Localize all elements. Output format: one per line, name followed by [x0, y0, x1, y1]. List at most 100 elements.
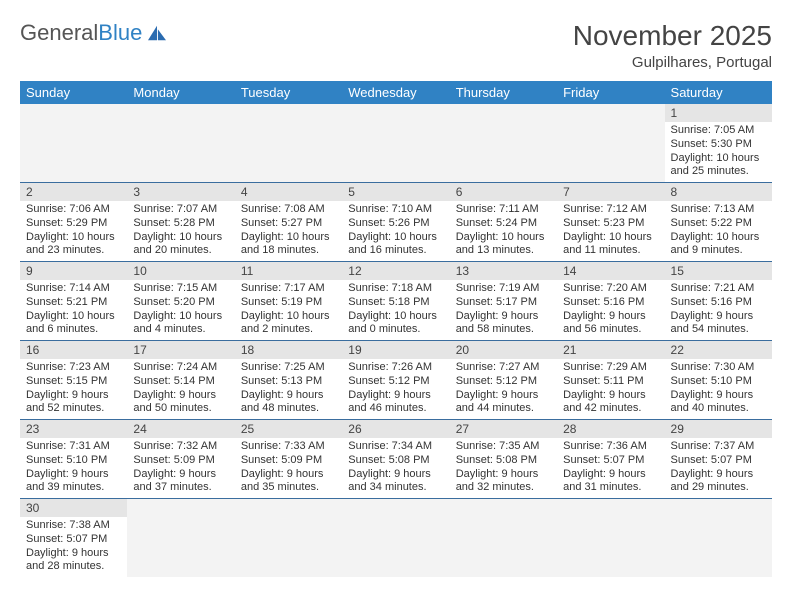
- sunrise-text: Sunrise: 7:13 AM: [671, 203, 766, 217]
- day-number: 17: [127, 341, 234, 359]
- sunrise-text: Sunrise: 7:35 AM: [456, 440, 551, 454]
- daylight-text-2: and 13 minutes.: [456, 244, 551, 258]
- calendar-day-cell: 24Sunrise: 7:32 AMSunset: 5:09 PMDayligh…: [127, 420, 234, 499]
- day-content: Sunrise: 7:23 AMSunset: 5:15 PMDaylight:…: [20, 359, 127, 418]
- calendar-empty-cell: [557, 499, 664, 578]
- sunrise-text: Sunrise: 7:10 AM: [348, 203, 443, 217]
- calendar-empty-cell: [235, 104, 342, 183]
- calendar-day-cell: 17Sunrise: 7:24 AMSunset: 5:14 PMDayligh…: [127, 341, 234, 420]
- sunset-text: Sunset: 5:30 PM: [671, 138, 766, 152]
- sunset-text: Sunset: 5:26 PM: [348, 217, 443, 231]
- calendar-empty-cell: [342, 499, 449, 578]
- calendar-empty-cell: [342, 104, 449, 183]
- daylight-text-2: and 48 minutes.: [241, 402, 336, 416]
- calendar-empty-cell: [20, 104, 127, 183]
- sunset-text: Sunset: 5:09 PM: [133, 454, 228, 468]
- daylight-text: Daylight: 10 hours: [563, 231, 658, 245]
- day-content: Sunrise: 7:05 AMSunset: 5:30 PMDaylight:…: [665, 122, 772, 181]
- day-number: 21: [557, 341, 664, 359]
- sunrise-text: Sunrise: 7:12 AM: [563, 203, 658, 217]
- day-number: 16: [20, 341, 127, 359]
- sunrise-text: Sunrise: 7:06 AM: [26, 203, 121, 217]
- calendar-week-row: 23Sunrise: 7:31 AMSunset: 5:10 PMDayligh…: [20, 420, 772, 499]
- sunrise-text: Sunrise: 7:29 AM: [563, 361, 658, 375]
- sunrise-text: Sunrise: 7:24 AM: [133, 361, 228, 375]
- daylight-text: Daylight: 9 hours: [241, 468, 336, 482]
- calendar-day-cell: 16Sunrise: 7:23 AMSunset: 5:15 PMDayligh…: [20, 341, 127, 420]
- sunrise-text: Sunrise: 7:14 AM: [26, 282, 121, 296]
- day-number: 4: [235, 183, 342, 201]
- day-number: 24: [127, 420, 234, 438]
- daylight-text: Daylight: 10 hours: [348, 231, 443, 245]
- daylight-text-2: and 40 minutes.: [671, 402, 766, 416]
- daylight-text: Daylight: 9 hours: [26, 389, 121, 403]
- sunset-text: Sunset: 5:07 PM: [26, 533, 121, 547]
- day-number: 26: [342, 420, 449, 438]
- sunrise-text: Sunrise: 7:11 AM: [456, 203, 551, 217]
- sunset-text: Sunset: 5:07 PM: [671, 454, 766, 468]
- daylight-text-2: and 4 minutes.: [133, 323, 228, 337]
- sunset-text: Sunset: 5:15 PM: [26, 375, 121, 389]
- daylight-text: Daylight: 9 hours: [241, 389, 336, 403]
- daylight-text-2: and 31 minutes.: [563, 481, 658, 495]
- daylight-text-2: and 58 minutes.: [456, 323, 551, 337]
- calendar-empty-cell: [127, 104, 234, 183]
- calendar-day-cell: 1Sunrise: 7:05 AMSunset: 5:30 PMDaylight…: [665, 104, 772, 183]
- sunrise-text: Sunrise: 7:27 AM: [456, 361, 551, 375]
- calendar-week-row: 9Sunrise: 7:14 AMSunset: 5:21 PMDaylight…: [20, 262, 772, 341]
- day-number: 12: [342, 262, 449, 280]
- day-content: Sunrise: 7:26 AMSunset: 5:12 PMDaylight:…: [342, 359, 449, 418]
- sunset-text: Sunset: 5:11 PM: [563, 375, 658, 389]
- sunset-text: Sunset: 5:17 PM: [456, 296, 551, 310]
- daylight-text: Daylight: 9 hours: [563, 468, 658, 482]
- page-header: GeneralBlue November 2025 Gulpilhares, P…: [20, 20, 772, 71]
- calendar-day-cell: 27Sunrise: 7:35 AMSunset: 5:08 PMDayligh…: [450, 420, 557, 499]
- daylight-text: Daylight: 9 hours: [671, 389, 766, 403]
- day-content: Sunrise: 7:20 AMSunset: 5:16 PMDaylight:…: [557, 280, 664, 339]
- day-number: 11: [235, 262, 342, 280]
- sunrise-text: Sunrise: 7:26 AM: [348, 361, 443, 375]
- sunrise-text: Sunrise: 7:05 AM: [671, 124, 766, 138]
- sunrise-text: Sunrise: 7:19 AM: [456, 282, 551, 296]
- daylight-text-2: and 32 minutes.: [456, 481, 551, 495]
- sunrise-text: Sunrise: 7:30 AM: [671, 361, 766, 375]
- day-content: Sunrise: 7:10 AMSunset: 5:26 PMDaylight:…: [342, 201, 449, 260]
- sunset-text: Sunset: 5:08 PM: [456, 454, 551, 468]
- logo: GeneralBlue: [20, 20, 168, 46]
- day-number: 1: [665, 104, 772, 122]
- sunrise-text: Sunrise: 7:21 AM: [671, 282, 766, 296]
- daylight-text: Daylight: 10 hours: [241, 231, 336, 245]
- daylight-text-2: and 20 minutes.: [133, 244, 228, 258]
- daylight-text: Daylight: 9 hours: [348, 389, 443, 403]
- daylight-text: Daylight: 9 hours: [456, 468, 551, 482]
- sunrise-text: Sunrise: 7:18 AM: [348, 282, 443, 296]
- daylight-text-2: and 16 minutes.: [348, 244, 443, 258]
- daylight-text: Daylight: 9 hours: [133, 389, 228, 403]
- day-number: 9: [20, 262, 127, 280]
- daylight-text: Daylight: 10 hours: [241, 310, 336, 324]
- daylight-text-2: and 34 minutes.: [348, 481, 443, 495]
- sunset-text: Sunset: 5:20 PM: [133, 296, 228, 310]
- sunset-text: Sunset: 5:23 PM: [563, 217, 658, 231]
- calendar-empty-cell: [450, 499, 557, 578]
- daylight-text-2: and 6 minutes.: [26, 323, 121, 337]
- day-content: Sunrise: 7:32 AMSunset: 5:09 PMDaylight:…: [127, 438, 234, 497]
- day-number: 28: [557, 420, 664, 438]
- day-content: Sunrise: 7:11 AMSunset: 5:24 PMDaylight:…: [450, 201, 557, 260]
- calendar-day-cell: 18Sunrise: 7:25 AMSunset: 5:13 PMDayligh…: [235, 341, 342, 420]
- daylight-text-2: and 11 minutes.: [563, 244, 658, 258]
- daylight-text: Daylight: 10 hours: [456, 231, 551, 245]
- calendar-day-cell: 3Sunrise: 7:07 AMSunset: 5:28 PMDaylight…: [127, 183, 234, 262]
- daylight-text-2: and 23 minutes.: [26, 244, 121, 258]
- daylight-text: Daylight: 10 hours: [348, 310, 443, 324]
- daylight-text-2: and 0 minutes.: [348, 323, 443, 337]
- sunrise-text: Sunrise: 7:07 AM: [133, 203, 228, 217]
- day-content: Sunrise: 7:37 AMSunset: 5:07 PMDaylight:…: [665, 438, 772, 497]
- day-number: 22: [665, 341, 772, 359]
- calendar-day-cell: 25Sunrise: 7:33 AMSunset: 5:09 PMDayligh…: [235, 420, 342, 499]
- calendar-day-cell: 7Sunrise: 7:12 AMSunset: 5:23 PMDaylight…: [557, 183, 664, 262]
- day-content: Sunrise: 7:25 AMSunset: 5:13 PMDaylight:…: [235, 359, 342, 418]
- daylight-text-2: and 54 minutes.: [671, 323, 766, 337]
- weekday-header: Monday: [127, 81, 234, 104]
- calendar-empty-cell: [450, 104, 557, 183]
